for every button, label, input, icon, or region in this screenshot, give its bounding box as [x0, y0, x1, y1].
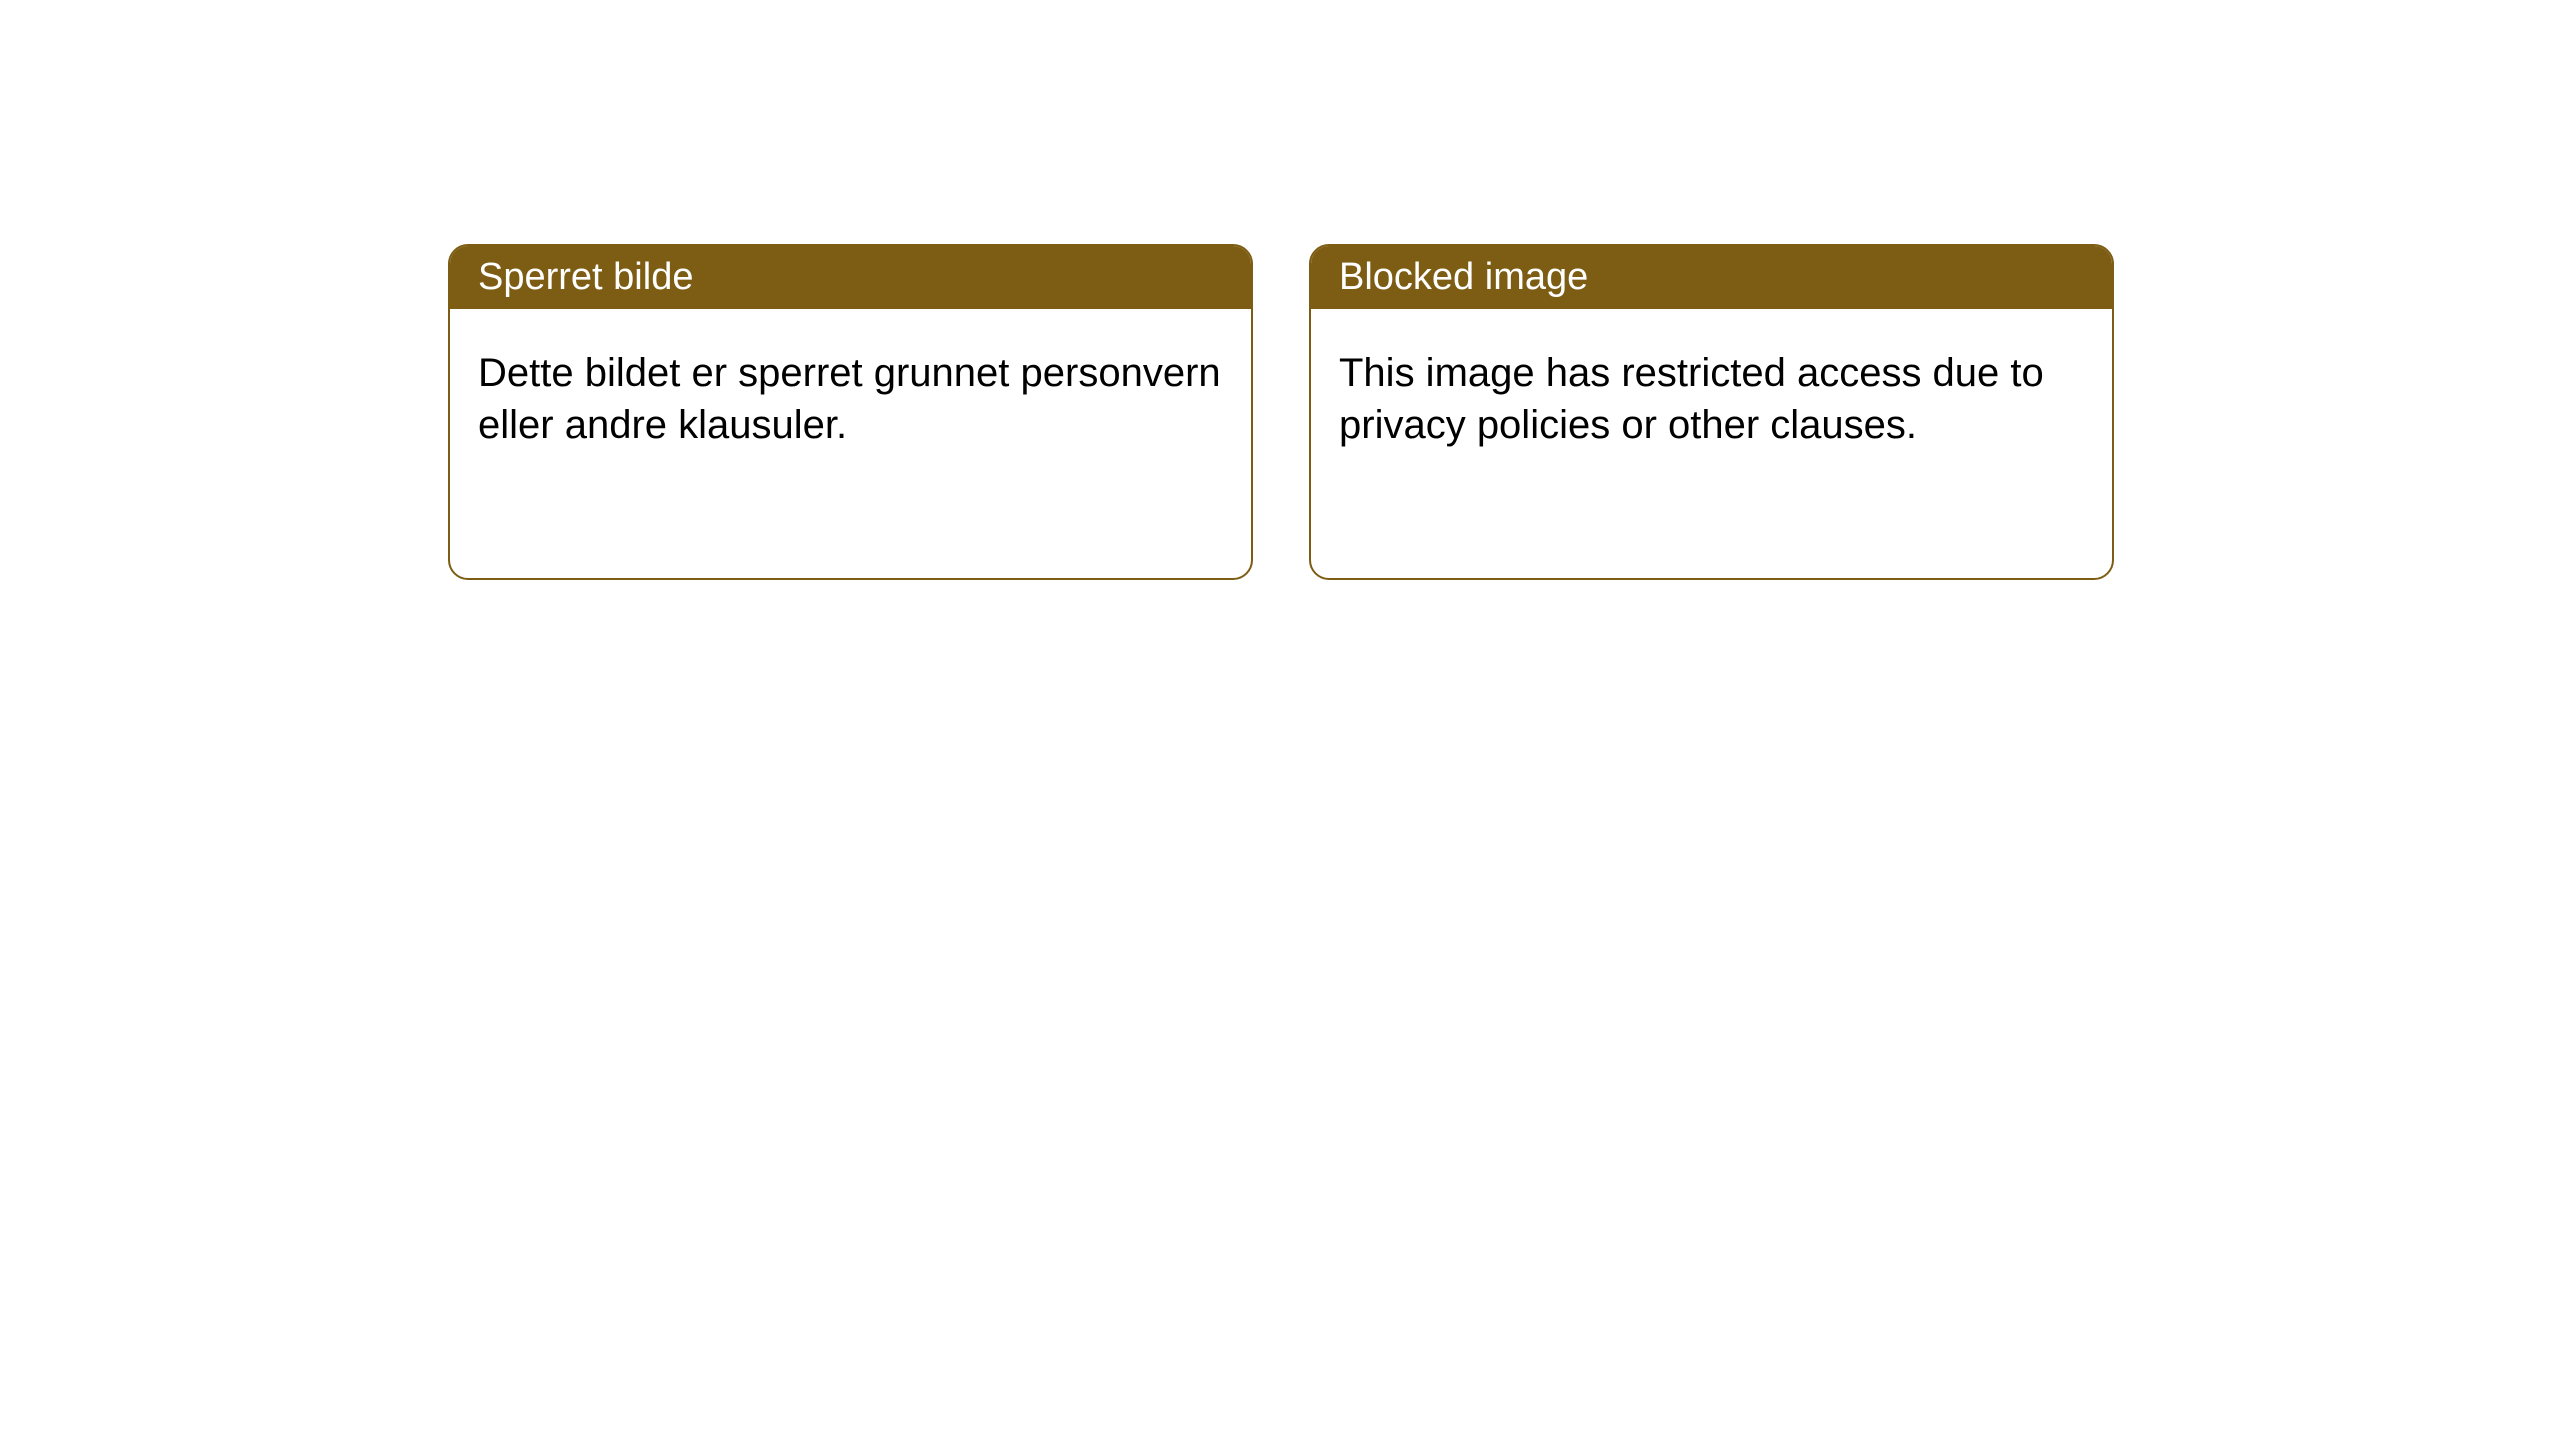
card-header-no: Sperret bilde — [450, 246, 1251, 309]
blocked-image-card-no: Sperret bilde Dette bildet er sperret gr… — [448, 244, 1253, 580]
card-body-no: Dette bildet er sperret grunnet personve… — [450, 309, 1251, 489]
card-title-no: Sperret bilde — [478, 256, 693, 298]
card-body-text-en: This image has restricted access due to … — [1339, 351, 2044, 447]
card-body-text-no: Dette bildet er sperret grunnet personve… — [478, 351, 1221, 447]
blocked-image-card-en: Blocked image This image has restricted … — [1309, 244, 2114, 580]
card-body-en: This image has restricted access due to … — [1311, 309, 2112, 489]
card-header-en: Blocked image — [1311, 246, 2112, 309]
card-title-en: Blocked image — [1339, 256, 1588, 298]
cards-container: Sperret bilde Dette bildet er sperret gr… — [0, 0, 2560, 580]
